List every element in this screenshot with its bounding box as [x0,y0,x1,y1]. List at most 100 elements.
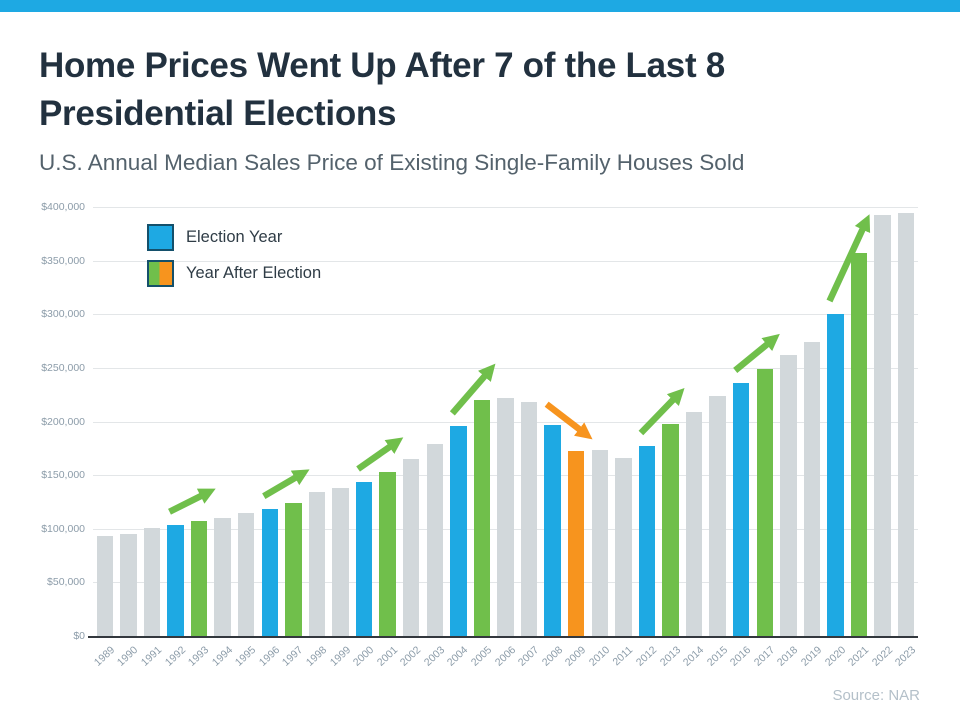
y-axis-tick-150000: $150,000 [41,469,85,482]
bar-1993 [190,521,208,636]
bar-2008 [544,425,561,636]
bar-2006 [497,398,514,636]
x-axis-tick-2008: 2008 [539,644,565,669]
bar-1999 [332,488,349,636]
y-axis-tick-50000: $50,000 [47,576,85,589]
title-line-1: Home Prices Went Up After 7 of the Last … [39,46,725,85]
x-axis-tick-2018: 2018 [775,644,801,669]
bar-2007 [520,402,538,636]
y-axis-tick-350000: $350,000 [41,254,85,267]
bar-1990 [120,533,137,636]
up-trend-arrow-1992-1993 [168,488,216,515]
bar-1997 [285,502,302,636]
bar-2009 [567,451,585,636]
x-axis-tick-2019: 2019 [798,644,825,669]
bar-1998 [308,492,326,636]
x-axis-tick-2017: 2017 [751,644,777,669]
up-trend-arrow-2000-2001 [356,437,404,472]
x-axis-tick-2004: 2004 [445,644,471,669]
bar-chart-plot-area: $0 $50,000 $100,000 $150,000 $200,000 $250,00… [41,201,918,669]
legend-swatch-election-year [147,224,174,251]
legend-swatch-year-after-election [147,260,174,287]
title-line-2: Presidential Elections [39,94,397,133]
x-axis-tick-2001: 2001 [374,644,400,669]
legend-item-election-year: Election Year [147,224,321,251]
x-axis-tick-2005: 2005 [468,644,495,669]
x-axis-tick-2010: 2010 [586,644,612,669]
x-axis-tick-1995: 1995 [233,644,259,669]
bar-2012 [638,445,656,636]
x-axis-tick-2015: 2015 [704,644,730,669]
bar-1989 [96,536,114,636]
x-axis-tick-2013: 2013 [657,644,683,669]
bar-2010 [591,450,609,636]
bar-2022 [874,214,891,636]
gridline-400000 [93,207,918,208]
bar-1991 [143,528,161,636]
bar-2013 [662,424,679,636]
y-axis-tick-100000: $100,000 [41,522,85,535]
y-axis-tick-250000: $250,000 [41,361,85,374]
up-trend-arrow-2016-2017 [733,333,780,373]
page-subtitle: U.S. Annual Median Sales Price of Existi… [39,150,745,175]
gridline-350000 [93,260,918,262]
y-axis-tick-400000: $400,000 [41,201,85,213]
x-axis-tick-2020: 2020 [822,644,848,669]
legend-label-election-year: Election Year [186,228,283,246]
x-axis-tick-2011: 2011 [610,644,636,669]
x-axis-tick-2014: 2014 [680,644,707,669]
x-axis-tick-1993: 1993 [185,644,212,669]
gridline-250000 [93,367,918,369]
bar-1996 [261,509,279,636]
gridline-300000 [93,314,918,316]
x-axis-tick-1992: 1992 [162,644,188,669]
x-axis-tick-1999: 1999 [327,644,353,669]
y-axis-tick-200000: $200,000 [41,415,85,428]
bar-2001 [379,471,396,636]
bar-2018 [780,355,797,636]
bar-1995 [237,513,255,636]
x-axis-tick-2021: 2021 [845,644,872,669]
x-axis-tick-2016: 2016 [728,644,754,669]
x-axis-tick-1998: 1998 [303,644,330,669]
legend-label-year-after-election: Year After Election [186,264,322,282]
x-axis-tick-1990: 1990 [115,644,141,669]
x-axis-tick-1991: 1991 [138,644,165,669]
bar-2020 [827,314,844,636]
x-axis-tick-2002: 2002 [398,644,424,669]
x-axis-tick-2003: 2003 [421,644,447,669]
bar-2021 [850,253,868,636]
x-axis-tick-2006: 2006 [492,644,518,669]
bar-2017 [756,369,774,636]
y-axis-tick-0: $0 [73,630,85,642]
bar-2000 [355,482,373,636]
x-axis-tick-2007: 2007 [515,644,542,669]
bar-2015 [709,395,726,636]
x-axis-tick-1994: 1994 [209,644,235,669]
bar-2004 [450,426,467,636]
bar-2019 [803,341,821,636]
x-axis-tick-2022: 2022 [869,644,895,669]
x-axis-tick-1997: 1997 [280,644,306,669]
bar-2002 [402,459,420,636]
accent-top-bar [0,0,960,12]
page-title: Home Prices Went Up After 7 of the Last … [39,42,725,138]
x-axis-tick-2000: 2000 [350,644,377,669]
bar-2003 [426,444,444,636]
y-axis-tick-300000: $300,000 [41,308,85,321]
bar-2016 [732,383,750,636]
bar-1994 [214,518,231,636]
x-axis-tick-1989: 1989 [91,644,117,669]
x-axis-line [88,636,918,638]
bar-2023 [897,213,915,636]
bar-2014 [685,411,703,636]
chart-legend: Election Year Year After Election [147,224,321,296]
x-axis-tick-2012: 2012 [633,644,660,669]
bar-2005 [473,400,491,636]
x-axis-tick-2009: 2009 [563,644,589,669]
x-axis-tick-1996: 1996 [256,644,282,669]
source-attribution: Source: NAR [832,687,920,704]
bar-1992 [167,524,184,636]
legend-item-year-after-election: Year After Election [147,260,321,287]
